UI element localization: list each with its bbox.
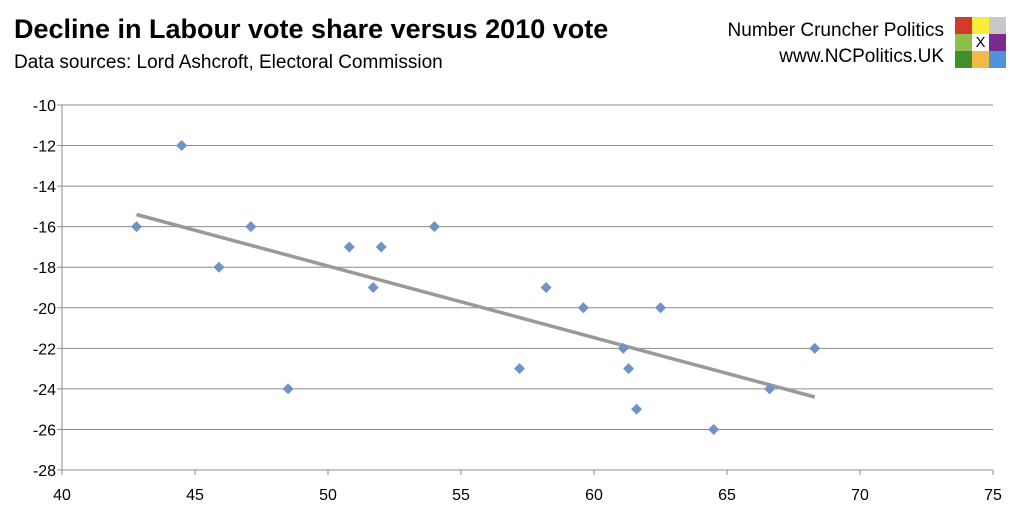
x-tick-label: 45: [186, 487, 204, 504]
logo-tile: [955, 17, 972, 34]
data-point: [623, 363, 635, 375]
data-point: [282, 383, 294, 395]
logo-tile: [989, 17, 1006, 34]
x-tick-label: 65: [718, 487, 736, 504]
data-point: [343, 241, 355, 253]
data-point: [809, 342, 821, 354]
data-point: [130, 221, 142, 233]
logo-tile: [989, 34, 1006, 51]
chart-title: Decline in Labour vote share versus 2010…: [14, 14, 609, 44]
data-point: [375, 241, 387, 253]
y-tick-label: -16: [33, 220, 56, 237]
y-tick-label: -26: [33, 422, 56, 439]
x-tick-label: 40: [53, 487, 71, 504]
data-point: [540, 282, 552, 293]
data-point: [428, 221, 440, 233]
brand-name: Number Cruncher Politics: [727, 20, 944, 41]
y-tick-label: -12: [33, 139, 56, 156]
y-tick-label: -10: [33, 98, 56, 115]
chart-subtitle: Data sources: Lord Ashcroft, Electoral C…: [14, 52, 443, 73]
x-tick-label: 55: [452, 487, 470, 504]
ncp-logo: X: [955, 17, 1006, 68]
x-tick-label: 75: [984, 487, 1002, 504]
y-tick-label: -28: [33, 463, 56, 480]
y-tick-label: -18: [33, 260, 56, 277]
data-point: [176, 140, 188, 152]
data-point: [367, 282, 379, 293]
logo-tile: [972, 17, 989, 34]
brand-url: www.NCPolitics.UK: [779, 46, 944, 67]
data-point: [764, 383, 776, 395]
data-point: [617, 342, 629, 354]
data-point: [213, 261, 225, 273]
x-tick-label: 60: [585, 487, 603, 504]
logo-tile: [955, 34, 972, 51]
logo-tile: [989, 51, 1006, 68]
data-point: [514, 363, 526, 375]
data-point: [708, 423, 720, 435]
data-point: [245, 221, 257, 233]
logo-tile: [972, 51, 989, 68]
y-tick-label: -22: [33, 341, 56, 358]
data-point: [631, 403, 643, 415]
logo-tile: X: [972, 34, 989, 51]
data-point: [577, 302, 589, 314]
y-tick-label: -20: [33, 301, 56, 318]
x-tick-label: 70: [851, 487, 869, 504]
y-tick-label: -24: [33, 382, 56, 399]
trendline: [136, 212, 816, 399]
y-tick-label: -14: [33, 179, 56, 196]
x-tick-label: 50: [319, 487, 337, 504]
logo-tile: [955, 51, 972, 68]
data-point: [655, 302, 666, 314]
